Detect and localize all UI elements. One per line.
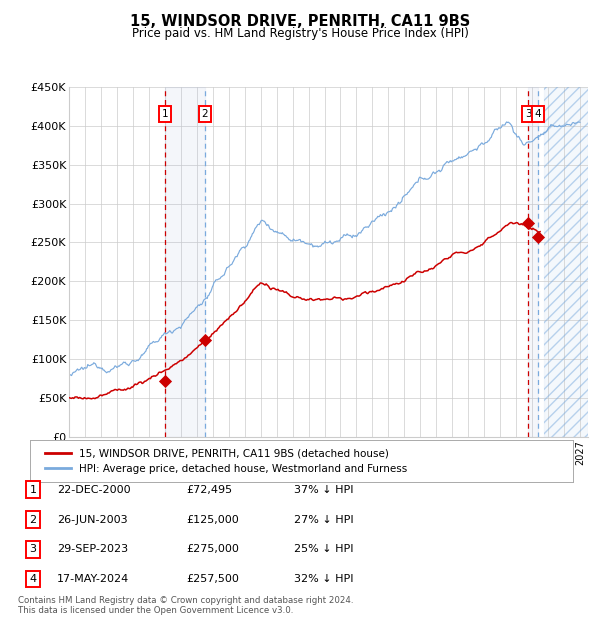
Text: £125,000: £125,000 [186,515,239,525]
Point [200,335,209,345]
Text: 27% ↓ HPI: 27% ↓ HPI [294,515,353,525]
Bar [544,87,588,437]
Text: 4: 4 [29,574,37,584]
Text: 37% ↓ HPI: 37% ↓ HPI [294,485,353,495]
Text: £72,495: £72,495 [186,485,232,495]
Text: 22-DEC-2000: 22-DEC-2000 [57,485,131,495]
Text: £257,500: £257,500 [186,574,239,584]
Text: 1: 1 [29,485,37,495]
Text: 1: 1 [161,109,168,119]
Text: 26-JUN-2003: 26-JUN-2003 [57,515,128,525]
Text: 15, WINDSOR DRIVE, PENRITH, CA11 9BS: 15, WINDSOR DRIVE, PENRITH, CA11 9BS [130,14,470,29]
Bar [544,87,588,437]
Text: 32% ↓ HPI: 32% ↓ HPI [294,574,353,584]
Text: £275,000: £275,000 [186,544,239,554]
Text: 3: 3 [29,544,37,554]
Text: 2: 2 [202,109,208,119]
Text: 29-SEP-2023: 29-SEP-2023 [57,544,128,554]
Text: 4: 4 [535,109,541,119]
Text: Contains HM Land Registry data © Crown copyright and database right 2024.
This d: Contains HM Land Registry data © Crown c… [18,596,353,615]
Text: 2: 2 [29,515,37,525]
Point [160,376,170,386]
Bar [544,87,588,437]
Text: 25% ↓ HPI: 25% ↓ HPI [294,544,353,554]
Legend: 15, WINDSOR DRIVE, PENRITH, CA11 9BS (detached house), HPI: Average price, detac: 15, WINDSOR DRIVE, PENRITH, CA11 9BS (de… [41,445,412,478]
Point [533,232,543,242]
Bar [528,87,538,437]
Bar [165,87,205,437]
Point [523,218,533,228]
Text: Price paid vs. HM Land Registry's House Price Index (HPI): Price paid vs. HM Land Registry's House … [131,27,469,40]
Text: 3: 3 [525,109,532,119]
Text: 17-MAY-2024: 17-MAY-2024 [57,574,129,584]
